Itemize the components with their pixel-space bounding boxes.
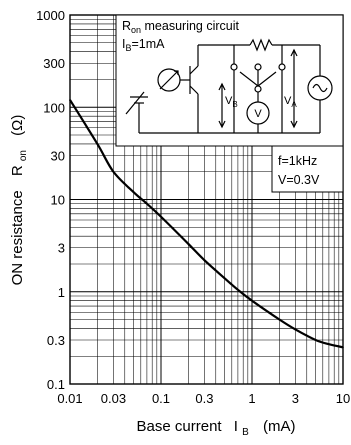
series bbox=[69, 99, 344, 349]
y-axis-unit: (Ω) bbox=[9, 115, 26, 136]
y-axis-symbol-sub: on bbox=[18, 150, 29, 161]
x-tick-label: 0.03 bbox=[101, 391, 126, 406]
data-point bbox=[96, 143, 99, 145]
data-point bbox=[314, 339, 317, 341]
series-line bbox=[69, 99, 344, 349]
condition-voltage: V=0.3V bbox=[278, 173, 320, 187]
data-point bbox=[203, 259, 206, 261]
conditions-box: f=1kHz V=0.3V bbox=[271, 145, 344, 193]
y-axis-title: ON resistance bbox=[9, 190, 26, 285]
y-tick-label: 0.3 bbox=[47, 333, 65, 348]
measuring-circuit-inset: Ron measuring circuit IB=1mA bbox=[115, 14, 344, 147]
inset-va-label: VA bbox=[284, 95, 297, 109]
x-tick-label: 1 bbox=[248, 391, 255, 406]
y-axis-symbol: R bbox=[9, 165, 26, 176]
y-tick-label: 3 bbox=[58, 241, 65, 256]
y-axis-label: ON resistance R on (Ω) bbox=[9, 115, 30, 286]
y-tick-label: 30 bbox=[51, 148, 65, 163]
inset-title: Ron measuring circuit bbox=[122, 19, 240, 35]
x-axis-symbol: I bbox=[234, 418, 238, 435]
x-tick-label: 10 bbox=[336, 391, 350, 406]
y-tick-label: 0.1 bbox=[47, 377, 65, 392]
x-tick-label: 0.01 bbox=[57, 391, 82, 406]
circuit-terminals bbox=[230, 63, 286, 93]
data-point bbox=[223, 277, 226, 280]
data-point bbox=[187, 243, 190, 245]
data-point bbox=[278, 318, 281, 321]
x-axis-unit: (mA) bbox=[263, 418, 296, 435]
inset-vb-label: VB bbox=[225, 95, 238, 109]
data-point bbox=[328, 343, 330, 346]
data-point bbox=[112, 170, 115, 173]
data-point bbox=[237, 288, 239, 291]
inset-condition: IB=1mA bbox=[122, 37, 165, 53]
x-tick-label: 0.3 bbox=[195, 391, 213, 406]
tick-labels: 0.01 0.03 0.1 0.3 1 3 10 0.1 0.3 1 3 10 30 100 300 1000 bbox=[36, 8, 350, 406]
x-axis-title: Base current bbox=[137, 418, 223, 435]
data-point bbox=[294, 328, 297, 331]
data-point bbox=[251, 299, 253, 302]
inset-voltmeter-label: V bbox=[254, 108, 262, 120]
condition-frequency: f=1kHz bbox=[278, 154, 317, 168]
y-tick-label: 10 bbox=[51, 193, 65, 208]
x-tick-label: 0.1 bbox=[152, 391, 170, 406]
data-point bbox=[160, 215, 162, 218]
data-point bbox=[146, 202, 148, 205]
x-axis-symbol-sub: B bbox=[242, 427, 249, 438]
y-tick-label: 1 bbox=[58, 285, 65, 300]
y-tick-label: 300 bbox=[43, 56, 65, 71]
x-tick-label: 3 bbox=[292, 391, 299, 406]
y-tick-label: 100 bbox=[43, 100, 65, 115]
circuit-wires bbox=[125, 38, 333, 134]
x-axis-label: Base current I B (mA) bbox=[137, 418, 296, 439]
data-point bbox=[132, 191, 135, 193]
y-tick-label: 1000 bbox=[36, 8, 65, 23]
